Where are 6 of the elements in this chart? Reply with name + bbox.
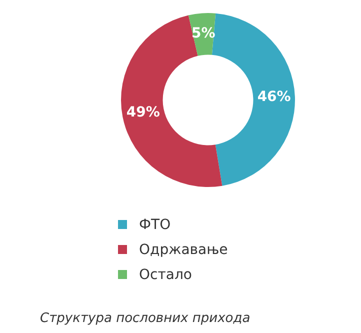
legend-label: Остало xyxy=(139,266,192,284)
text: Структура пословних прихода xyxy=(40,311,250,326)
data-label: 49% xyxy=(126,104,160,120)
data-label: 46% xyxy=(257,89,291,106)
legend-label: Одржавање xyxy=(139,240,228,260)
legend-label: ФТО xyxy=(139,216,171,234)
